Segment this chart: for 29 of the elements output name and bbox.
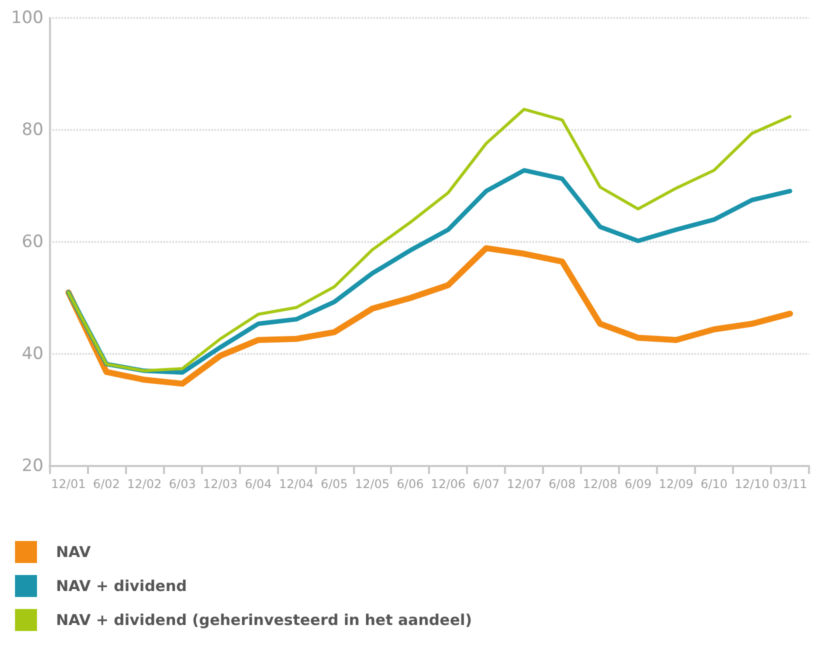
x-tick-label: 6/08 [548,477,576,491]
y-tick-label: 60 [22,232,44,252]
x-tick-label: 03/11 [772,477,808,491]
x-tick-label: 12/01 [51,477,86,491]
legend-label: NAV + dividend (geherinvesteerd in het aandeel) [56,611,472,629]
x-tick-label: 12/05 [354,477,390,491]
x-tick-label: 12/09 [658,477,694,491]
legend-label: NAV + dividend [56,577,187,595]
x-tick-label: 6/04 [244,477,272,491]
x-tick-label: 6/03 [168,477,196,491]
y-tick-label: 20 [22,456,44,476]
x-tick-label: 12/03 [203,477,238,491]
line-series [66,108,792,372]
x-tick-label: 12/08 [582,477,618,491]
x-tick-label: 6/10 [700,477,728,491]
y-tick-label: 80 [22,120,44,140]
legend-label: NAV [56,543,92,561]
x-tick-label: 12/10 [734,477,770,491]
x-tick-label: 12/06 [430,477,466,491]
x-tick-label: 6/05 [320,477,348,491]
x-tick-label: 6/07 [472,477,500,491]
x-tick-label: 12/02 [127,477,162,491]
x-tick-label: 12/07 [506,477,542,491]
y-tick-label: 40 [22,344,44,364]
x-tick-label: 6/09 [624,477,652,491]
y-tick-label: 100 [10,8,44,28]
x-tick-label: 12/04 [279,477,314,491]
x-tick-label: 6/06 [396,477,424,491]
x-tick-label: 6/02 [92,477,120,491]
